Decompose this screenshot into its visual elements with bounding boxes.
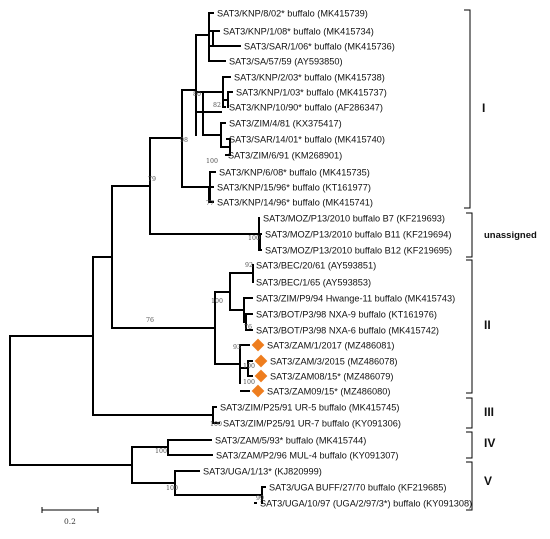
clade-label: V	[484, 474, 492, 488]
bootstrap-value: 98	[180, 137, 188, 144]
sample-marker	[251, 384, 265, 398]
leaf-label: SAT3/KNP/6/08* buffalo (MK415735)	[219, 167, 370, 177]
leaf-label: SAT3/MOZ/P13/2010 buffalo B7 (KF219693)	[263, 213, 445, 223]
bootstrap-value: 100	[155, 448, 167, 455]
tree-branches	[9, 12, 266, 504]
bootstrap-value: 100	[248, 235, 260, 242]
leaf-labels: SAT3/KNP/8/02* buffalo (MK415739) SAT3/KN…	[203, 8, 472, 508]
sample-marker	[254, 369, 268, 383]
leaf-label: SAT3/UGA BUFF/27/70 buffalo (KF219685)	[269, 482, 446, 492]
clade-bracket	[466, 431, 473, 459]
clade-bracket	[466, 259, 473, 394]
leaf-label: SAT3/MOZ/P13/2010 buffalo B11 (KF219694)	[265, 229, 451, 239]
leaf-label: SAT3/UGA/1/13* (KJ820999)	[203, 466, 322, 476]
leaf-label: SAT3/KNP/1/08* buffalo (MK415734)	[223, 26, 374, 36]
clade-label: unassigned	[484, 230, 537, 241]
leaf-label: SAT3/KNP/2/03* buffalo (MK415738)	[234, 72, 385, 82]
leaf-label: SAT3/ZAM/1/2017 (MZ486081)	[267, 340, 395, 350]
scale-bar: 0.2	[41, 507, 99, 526]
leaf-label: SAT3/BEC/1/65 (AY593853)	[256, 277, 371, 287]
bootstrap-value: 82	[213, 102, 221, 109]
leaf-label: SAT3/ZIM/6/91 (KM268901)	[228, 150, 342, 160]
leaf-label: SAT3/ZAM/5/93* buffalo (MK415744)	[215, 435, 366, 445]
bootstrap-value: 77	[206, 200, 214, 207]
leaf-label: SAT3/SA/57/59 (AY593850)	[229, 56, 343, 66]
bootstrap-value: 100	[211, 298, 223, 305]
leaf-label: SAT3/KNP/1/03* buffalo (MK415737)	[236, 87, 387, 97]
leaf-label: SAT3/KNP/10/90* buffalo (AF286347)	[229, 102, 383, 112]
leaf-label: SAT3/ZAM/3/2015 (MZ486078)	[270, 356, 398, 366]
clade-bracket	[464, 9, 471, 209]
bootstrap-value: 99	[256, 495, 264, 502]
leaf-label: SAT3/SAR/14/01* buffalo (MK415740)	[229, 134, 385, 144]
sample-marker	[254, 354, 268, 368]
leaf-label: SAT3/BOT/P3/98 NXA-6 buffalo (MK415742)	[256, 325, 439, 335]
clade-label: II	[484, 318, 491, 332]
bootstrap-value: 93	[233, 344, 241, 351]
leaf-label: SAT3/KNP/15/96* buffalo (KT161977)	[217, 182, 371, 192]
clade-label: IV	[484, 436, 495, 450]
clade-label: III	[484, 405, 494, 419]
sample-marker	[251, 338, 265, 352]
leaf-label: SAT3/ZIM/4/81 (KX375417)	[229, 118, 342, 128]
bootstrap-value: 80	[193, 91, 201, 98]
leaf-label: SAT3/KNP/14/96* buffalo (MK415741)	[217, 197, 373, 207]
bootstrap-value: 100	[243, 379, 255, 386]
leaf-label: SAT3/ZIM/P25/91 UR-5 buffalo (MK415745)	[220, 402, 399, 412]
leaf-label: SAT3/ZAM08/15* (MZ486079)	[270, 371, 393, 381]
bootstrap-value: 100	[166, 485, 178, 492]
leaf-label: SAT3/SAR/1/06* buffalo (MK415736)	[244, 41, 395, 51]
leaf-label: SAT3/UGA/10/97 (UGA/2/97/3*) buffalo (KY…	[260, 498, 472, 508]
leaf-label: SAT3/MOZ/P13/2010 buffalo B12 (KF219695)	[265, 245, 452, 255]
clade-bracket	[466, 212, 473, 258]
scale-bar-label: 0.2	[64, 517, 76, 526]
leaf-label: SAT3/ZIM/P25/91 UR-7 buffalo (KY091306)	[223, 418, 401, 428]
leaf-label: SAT3/KNP/8/02* buffalo (MK415739)	[217, 8, 368, 18]
bootstrap-values: 80 82 98 100 77 79 100 92 100 76 93 100 100 76 100 100 1…	[146, 91, 264, 502]
clade-bracket	[466, 397, 473, 429]
leaf-label: SAT3/BOT/P3/98 NXA-9 buffalo (KT161976)	[256, 309, 437, 319]
leaf-label: SAT3/BEC/20/61 (AY593851)	[256, 260, 376, 270]
clade-label: I	[482, 101, 485, 115]
bootstrap-value: 92	[245, 262, 253, 269]
bootstrap-value: 76	[146, 317, 154, 324]
leaf-label: SAT3/ZAM/P2/96 MUL-4 buffalo (KY091307)	[216, 450, 398, 460]
bootstrap-value: 76	[244, 324, 252, 331]
leaf-label: SAT3/ZIM/P9/94 Hwange-11 buffalo (MK4157…	[256, 293, 455, 303]
bootstrap-value: 100	[243, 363, 255, 370]
bootstrap-value: 79	[148, 176, 156, 183]
leaf-label: SAT3/ZAM09/15* (MZ486080)	[267, 386, 390, 396]
bootstrap-value: 100	[210, 421, 222, 428]
bootstrap-value: 100	[206, 158, 218, 165]
clade-bracket	[466, 461, 473, 511]
